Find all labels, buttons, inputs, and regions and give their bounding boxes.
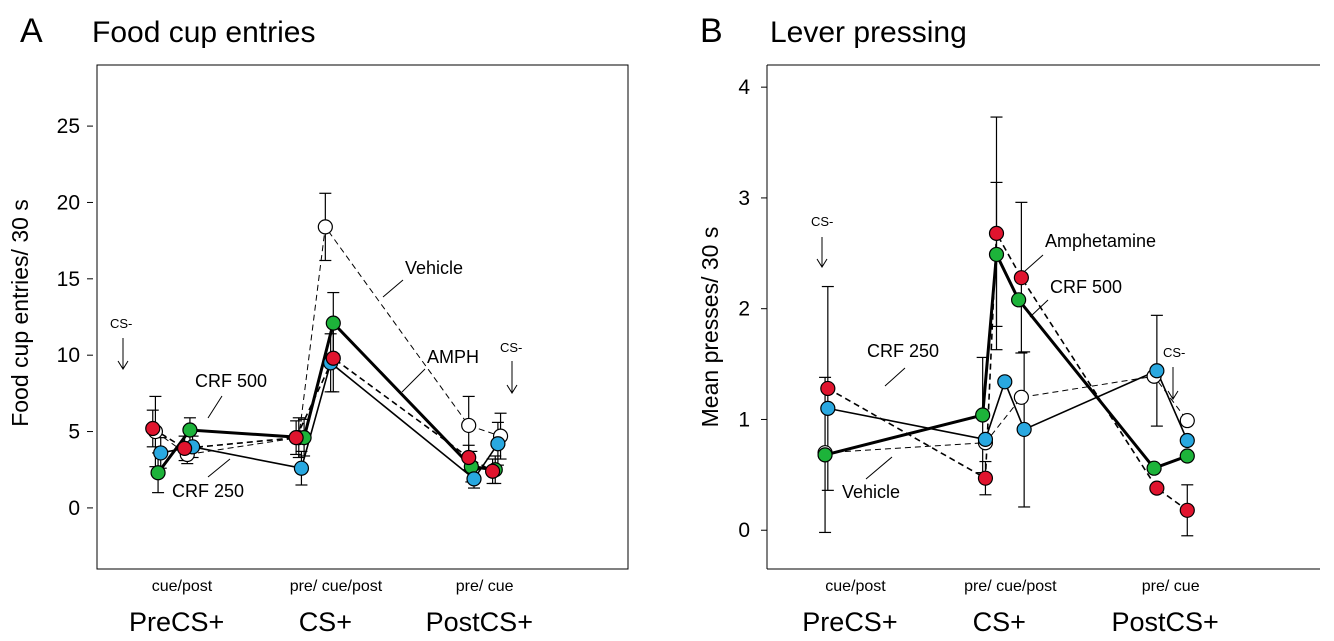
annotation-crf250-b: CRF 250 [867,341,939,361]
panel-a-point-crf-500 [182,422,198,438]
panel-b-y-tick-label: 1 [738,408,750,431]
annotation-crf250-arrow [207,458,231,478]
panel-a-point-vehicle [317,219,333,235]
panel-a-frame [96,64,629,570]
panel-a-point-amph [484,463,501,479]
panel-a-point-crf-250 [466,471,482,487]
annotation-amphetamine-arrow [1024,254,1044,272]
annotation-crf500-arrow [207,395,223,419]
annotation-cs-minus-right-arrowhead [506,384,518,394]
panel-a-point-amph [288,430,304,446]
panel-b-y-tick-label: 3 [738,187,750,210]
panel-a-point-crf-500 [325,315,341,331]
panel-b-point-crf-250 [977,431,994,447]
panel-b-point-amphetamine [988,225,1005,241]
panel-b-y-tick-label: 0 [738,519,750,542]
annotation-cs-minus-b-left-arrowhead [816,258,828,268]
panel-b-point-crf-500 [1146,460,1162,476]
panel-b-point-crf-500 [988,246,1005,263]
panel-b-point-crf-250 [1016,421,1032,438]
annotation-crf250: CRF 250 [172,481,244,501]
annotation-crf500-b-arrow [1029,299,1049,318]
annotation-cs-minus-b-left: CS- [811,214,833,229]
panel-b-point-crf-250 [1149,363,1165,379]
annotation-vehicle-arrow [382,279,404,298]
panel-a-point-vehicle [461,417,477,434]
panel-b-y-axis-label: Mean presses/ 30 s [697,227,723,428]
panel-a-point-crf-250 [490,436,506,452]
annotation-cs-minus-b-right: CS- [1163,345,1185,360]
panel-b-line-crf-500 [824,248,1188,470]
annotation-cs-minus-left-arrowhead [117,360,129,370]
panel-b-y-tick-label: 2 [738,298,750,321]
panel-b-x-group-label: PreCS+ [802,607,897,637]
annotation-vehicle-b-arrow [865,456,893,480]
panel-a-y-tick-label: 20 [57,191,80,214]
annotation-amph-arrow [401,368,426,393]
panel-a-point-amph [145,420,161,437]
panel-b-point-crf-250 [820,400,836,416]
panel-b-plot: 0 1 2 3 4 cue/post pre/ cue/post pre/ cue PreCS+… [738,64,1320,637]
panel-a-point-crf-250 [293,460,310,476]
panel-a-plot: 0 5 10 15 20 25 cue/post pre/ cue/post pre/ cue P… [57,64,629,637]
annotation-crf250-b-arrow [884,367,906,387]
panel-a-point-amph [177,440,193,456]
panel-a-x-sublabel: pre/ cue/post [290,578,383,595]
panel-b-letter: B [700,12,723,50]
panel-b-x-group-label: PostCS+ [1112,607,1219,637]
panel-b-point-amphetamine [1179,502,1195,518]
panel-a-y-tick-label: 25 [57,115,80,138]
panel-b-x-group-label: CS+ [973,607,1026,637]
panel-b-point-crf-250 [997,374,1013,390]
panel-b-point-crf-500 [1011,292,1027,308]
panel-a-x-sublabel: cue/post [152,578,213,595]
annotation-cs-minus-b-right-arrowhead [1167,390,1179,400]
panel-a-point-crf-250 [153,445,169,461]
annotation-vehicle-b: Vehicle [842,482,900,502]
panel-a-y-axis-label: Food cup entries/ 30 s [7,199,33,427]
panel-b-annotations: Amphetamine CRF 500 CRF 250 Vehicle CS- … [811,214,1185,502]
panel-b-point-amphetamine [820,380,836,397]
panel-a-point-amph [461,449,477,466]
annotation-cs-minus-left: CS- [110,316,132,331]
panel-b-x-sublabel: pre/ cue/post [964,578,1057,595]
panel-b-x-sublabel: pre/ cue [1142,578,1200,595]
panel-b-point-amphetamine [977,470,994,486]
panel-b-y-tick-label: 4 [738,76,750,99]
panel-b-line-crf-250 [827,369,1189,441]
panel-b-point-vehicle [1013,389,1029,405]
panel-a-point-amph [325,350,341,366]
panel-a-annotations: Vehicle AMPH CRF 500 CRF 250 CS- CS- [110,258,522,501]
panel-b-point-crf-250 [1179,432,1195,449]
panel-a-point-crf-500 [150,465,166,481]
panel-a-y-tick-label: 15 [57,268,80,291]
panel-b-point-crf-500 [817,447,833,463]
annotation-amph: AMPH [427,347,479,367]
panel-a-y-tick-label: 10 [57,344,80,367]
panel-b-point-crf-500 [975,407,991,423]
annotation-cs-minus-right: CS- [500,340,522,355]
annotation-vehicle: Vehicle [405,258,463,278]
panel-b-point-amphetamine [1013,270,1029,286]
panel-a-y-tick-label: 0 [68,497,80,520]
annotation-amphetamine: Amphetamine [1045,231,1156,251]
annotation-crf500: CRF 500 [195,371,267,391]
panel-a-x-group-label: PreCS+ [129,607,224,637]
annotation-crf500-b: CRF 500 [1050,277,1122,297]
panel-b-point-vehicle [1179,412,1195,429]
panel-a-x-sublabel: pre/ cue [456,578,514,595]
panel-b-point-crf-500 [1179,448,1195,464]
panel-a-x-group-label: PostCS+ [426,607,533,637]
panel-b-title: Lever pressing [770,16,967,49]
panel-a-x-group-label: CS+ [299,607,352,637]
panel-a-letter: A [20,12,43,50]
panel-a-y-tick-label: 5 [68,421,80,444]
panel-b-point-amphetamine [1149,480,1165,496]
panel-b-x-sublabel: cue/post [825,578,886,595]
panel-a-title: Food cup entries [92,16,315,49]
